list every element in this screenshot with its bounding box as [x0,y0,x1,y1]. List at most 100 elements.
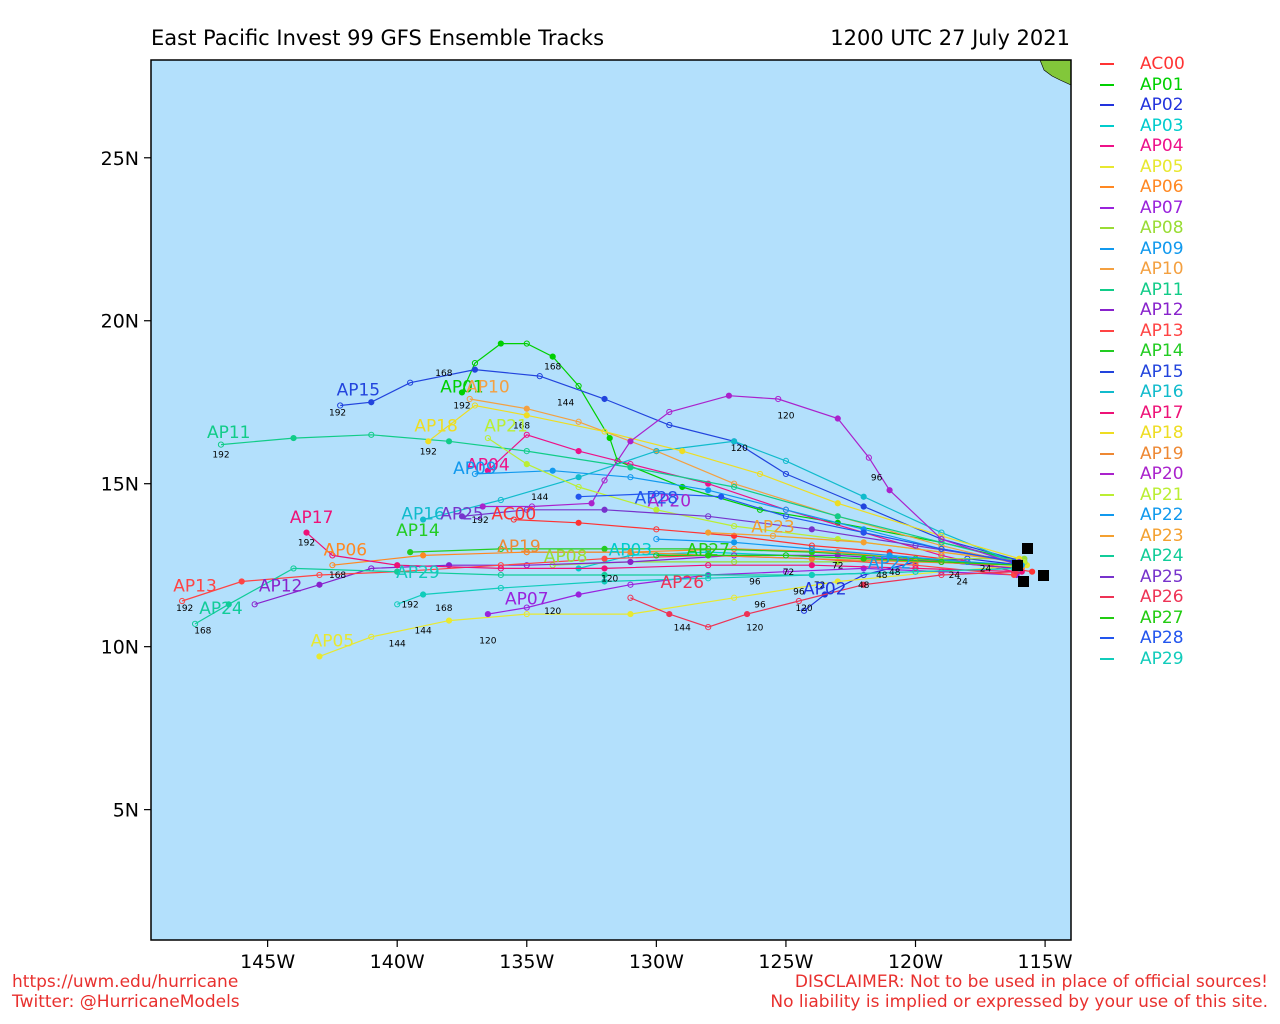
track-line [630,571,1017,628]
track-point [808,562,815,569]
legend-label: AP09 [1140,238,1184,259]
track-point [484,610,492,618]
track-point [938,552,945,559]
hour-label: 96 [754,601,766,611]
legend-item-ap27: AP27 [1100,608,1185,629]
track-point [225,601,232,608]
track-name-ap12: AP12 [259,576,303,596]
legend-item-ap10: AP10 [1100,259,1185,280]
legend-swatch [1100,350,1114,353]
legend-item-ap12: AP12 [1100,300,1185,321]
track-point [523,610,530,618]
legend-item-ap17: AP17 [1100,403,1185,424]
legend-item-ap20: AP20 [1100,464,1185,485]
track-point [523,448,530,455]
track-point [782,568,790,575]
track-point [479,503,486,510]
track-point [471,360,479,367]
track-point [705,575,712,582]
legend-label: AP12 [1140,300,1184,321]
footer-twitter[interactable]: Twitter: @HurricaneModels [12,992,240,1012]
track-point [445,617,453,624]
legend-swatch [1100,411,1114,414]
legend-label: AP05 [1140,156,1184,177]
track-point [575,448,582,455]
track-point [606,434,613,442]
hour-label: 96 [793,588,805,598]
track-point [912,558,919,566]
legend-swatch [1100,473,1114,476]
track-point [834,415,841,422]
track-name-ap05: AP05 [311,632,355,652]
track-point [627,474,634,481]
track-point [782,513,790,520]
footer-url[interactable]: https://uwm.edu/hurricane [12,972,239,992]
legend-item-ap18: AP18 [1100,423,1185,444]
track-ap13 [178,552,1018,605]
track-point [725,392,733,399]
legend-swatch [1100,391,1114,394]
track-line [396,567,1020,605]
legend-label: AC00 [1140,54,1185,75]
start-markers [1012,543,1049,587]
track-point [627,581,634,588]
track-point [1029,568,1036,575]
legend-label: AP23 [1140,525,1184,546]
ocean-area [151,60,1071,940]
track-point [528,503,536,510]
track-point [425,438,432,445]
track-ap18 [425,402,1023,562]
track-point [860,581,867,588]
hour-label: 120 [746,623,763,633]
track-name-ap02: AP02 [803,580,847,600]
hour-label: 192 [212,451,229,461]
track-name-ac00: AC00 [491,505,536,525]
track-point [575,483,582,491]
hour-label: 192 [402,601,419,611]
track-name-ap21: AP21 [484,417,528,437]
legend-swatch [1100,165,1114,168]
hour-label: 48 [858,581,870,591]
track-point [705,624,712,631]
track-point [912,565,919,572]
track-point [834,500,841,507]
legend-label: AP08 [1140,218,1184,239]
hour-label: 48 [876,571,888,581]
track-point [407,549,414,556]
track-point [549,562,556,569]
hour-label: 192 [329,408,346,418]
hour-label: 48 [889,568,901,578]
track-point [730,483,738,491]
track-point [795,597,802,605]
track-point [627,464,634,471]
hour-label: 24 [949,571,961,581]
track-point [466,395,473,403]
track-point [705,571,712,579]
hour-label: 192 [176,604,193,614]
track-point [666,408,673,416]
track-point [938,539,945,546]
legend-label: AP14 [1140,341,1184,362]
track-point [575,493,582,500]
track-point [743,610,751,618]
disclaimer-line-1: DISCLAIMER: Not to be used in place of o… [794,972,1268,992]
hour-label: 72 [814,581,825,591]
track-name-ap17: AP17 [290,508,334,528]
track-point [523,604,530,611]
track-point [938,542,945,549]
track-ap23 [705,529,1023,566]
track-point [497,565,504,572]
track-point [329,552,336,559]
hour-label: 96 [749,578,761,588]
track-line [220,434,1020,563]
track-name-ap01: AP01 [440,377,484,397]
track-point [730,480,738,487]
legend-swatch [1100,227,1114,230]
track-name-ap07: AP07 [505,589,549,609]
track-point [730,438,738,445]
hour-label: 192 [472,516,489,526]
legend-label: AP15 [1140,361,1184,382]
hour-label: 72 [832,561,843,571]
track-ap27 [653,552,1023,569]
track-point [601,571,608,579]
